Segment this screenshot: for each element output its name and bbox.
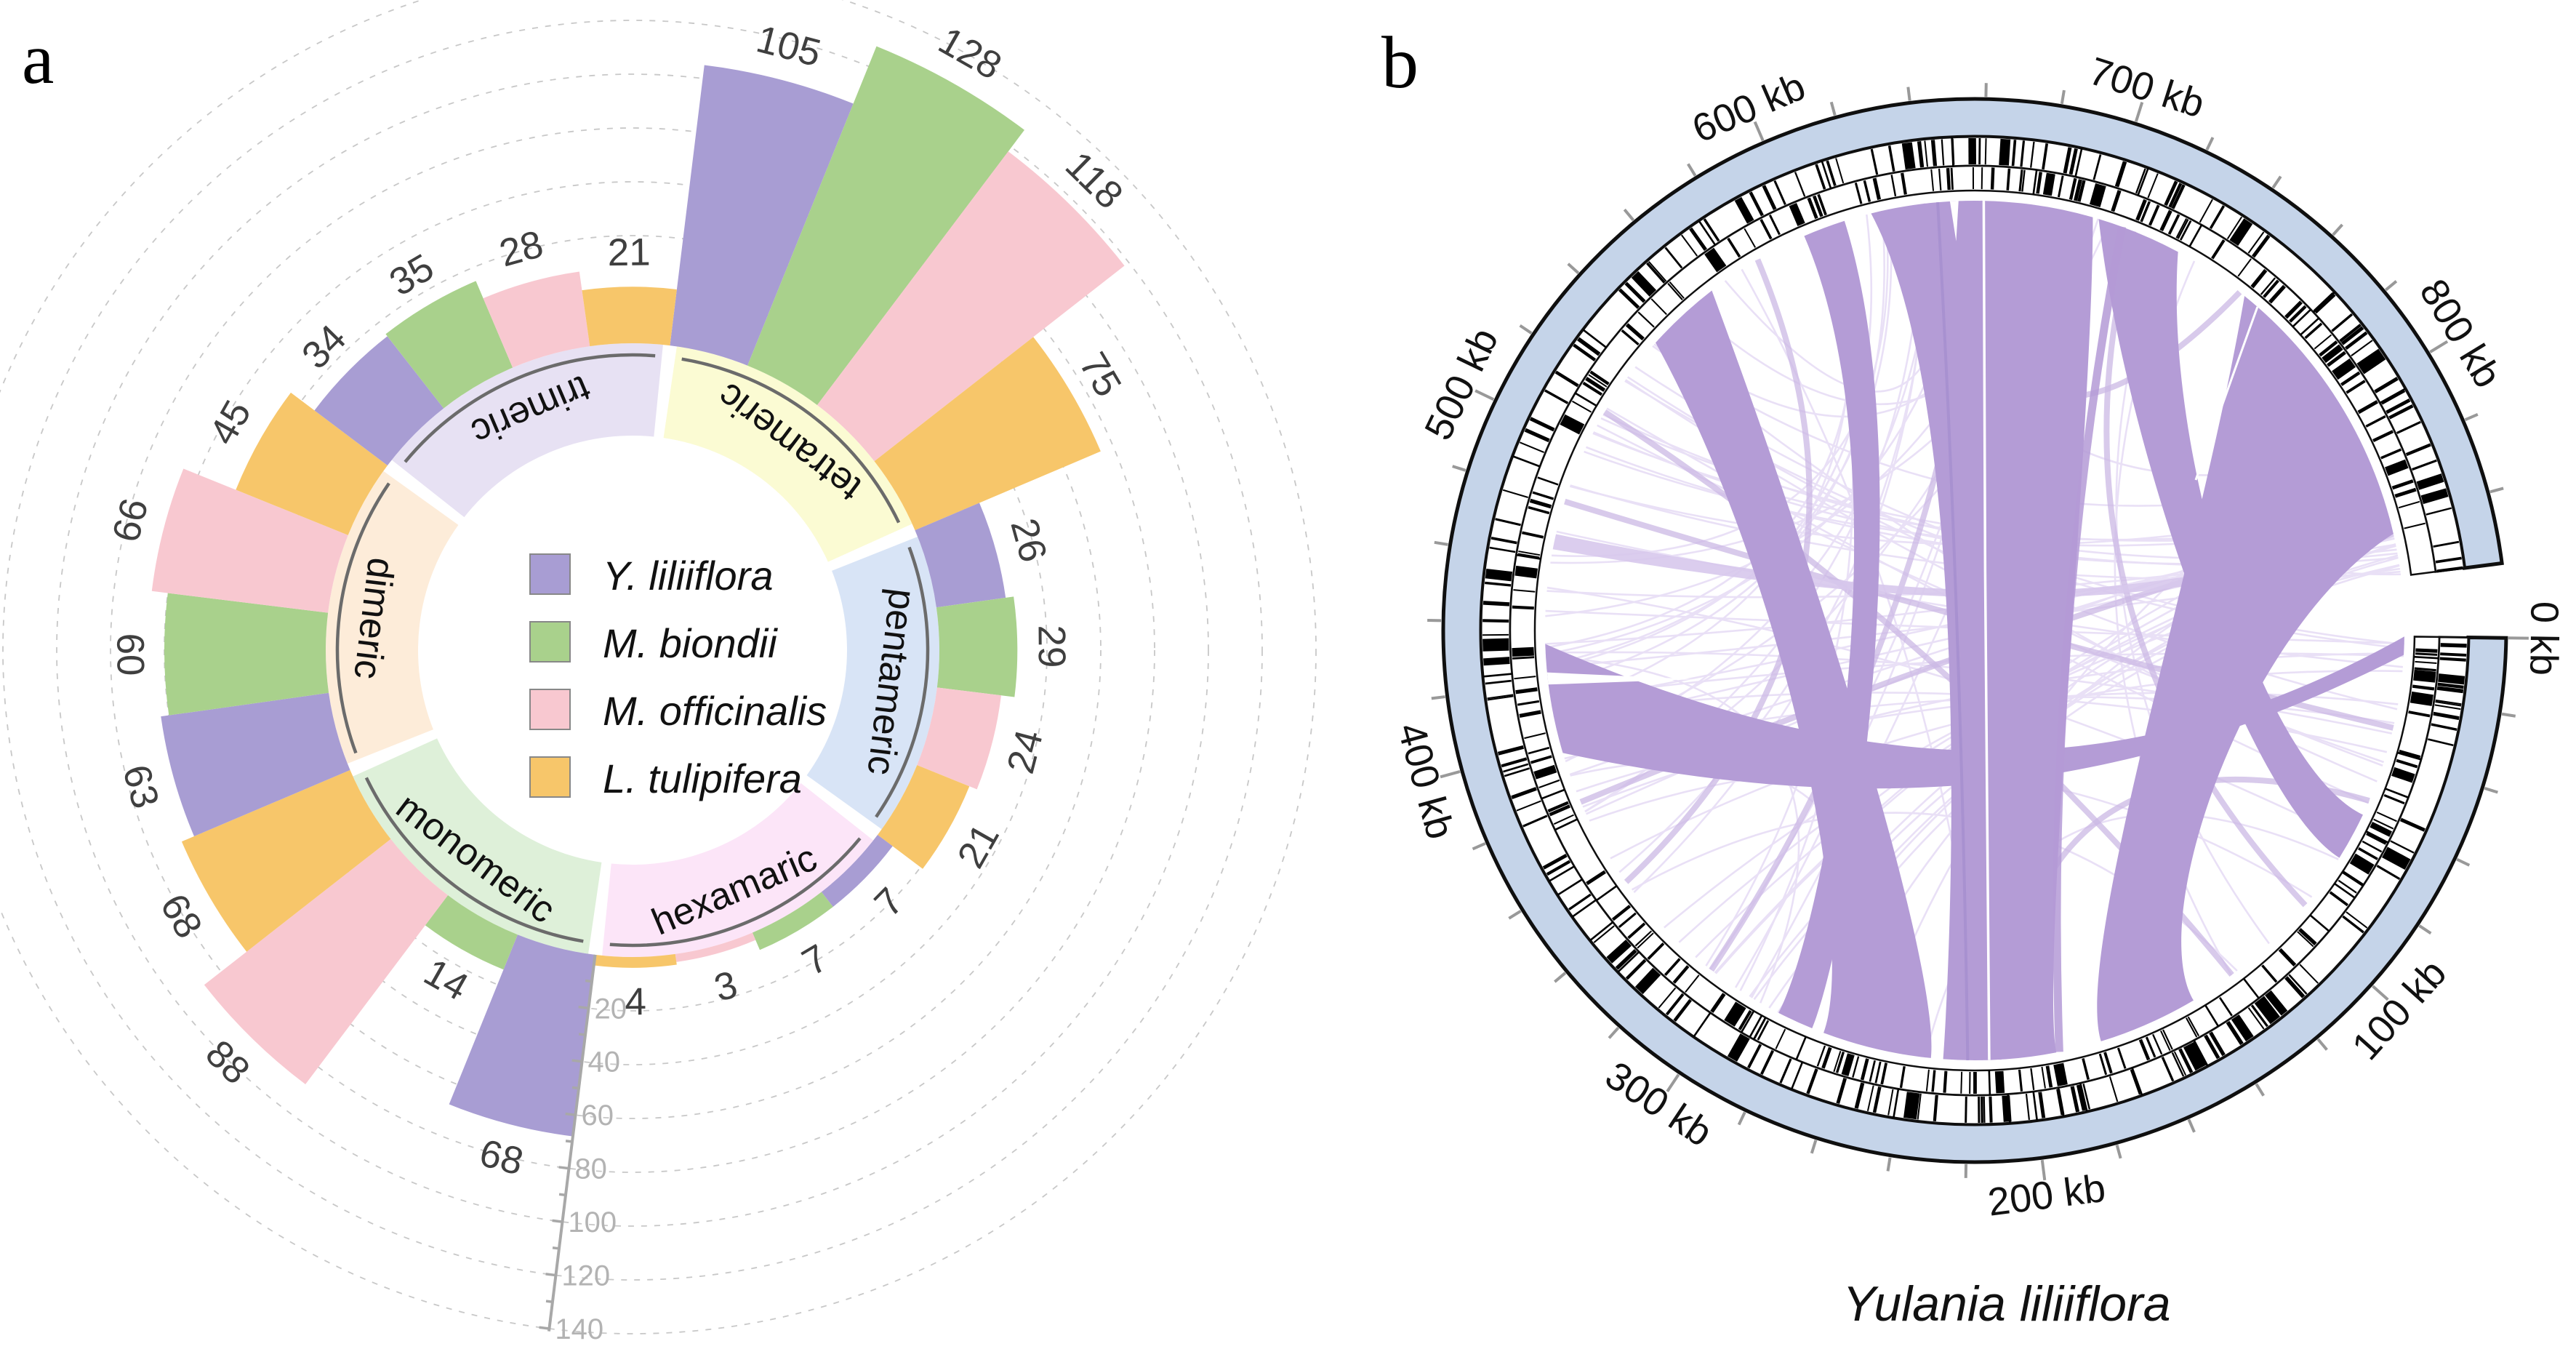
svg-text:120: 120	[561, 1260, 610, 1292]
svg-text:M. biondii: M. biondii	[603, 620, 778, 666]
svg-text:Yulania liliiflora: Yulania liliiflora	[1842, 1276, 2170, 1332]
svg-text:b: b	[1381, 22, 1419, 104]
svg-text:140: 140	[555, 1313, 603, 1345]
svg-text:100: 100	[568, 1206, 617, 1238]
svg-text:20: 20	[594, 993, 627, 1025]
svg-text:0 kb: 0 kb	[2521, 601, 2566, 676]
svg-text:60: 60	[108, 633, 152, 676]
svg-text:L. tulipifera: L. tulipifera	[603, 756, 802, 801]
svg-text:60: 60	[581, 1100, 614, 1132]
svg-text:Y. liliiflora: Y. liliiflora	[603, 553, 773, 599]
svg-text:29: 29	[1030, 625, 1074, 668]
svg-text:24: 24	[999, 726, 1051, 778]
svg-text:68: 68	[476, 1132, 528, 1184]
svg-text:21: 21	[607, 231, 650, 275]
svg-text:4: 4	[625, 980, 646, 1023]
svg-text:80: 80	[574, 1153, 607, 1185]
svg-text:a: a	[22, 18, 54, 99]
svg-text:M. officinalis: M. officinalis	[603, 688, 827, 734]
svg-text:66: 66	[105, 495, 157, 547]
svg-text:40: 40	[587, 1046, 620, 1078]
